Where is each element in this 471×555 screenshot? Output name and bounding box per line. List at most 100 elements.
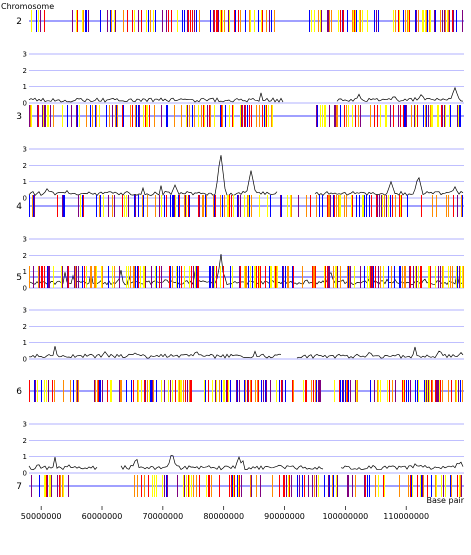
marker-bar: [333, 195, 334, 217]
marker-bar: [164, 195, 165, 217]
marker-bar: [423, 105, 424, 127]
marker-bar: [166, 105, 167, 127]
marker-bar: [240, 266, 241, 288]
marker-bar: [425, 10, 426, 32]
marker-bar: [44, 380, 45, 402]
marker-bar: [161, 266, 162, 288]
marker-bar: [164, 475, 165, 497]
marker-bar: [284, 475, 285, 497]
density-tick-label: 1: [23, 453, 27, 461]
marker-bar: [462, 380, 463, 402]
density-tick-label: 2: [23, 162, 27, 170]
marker-bar: [29, 105, 30, 127]
marker-bar: [347, 10, 348, 32]
marker-bar: [402, 380, 403, 402]
marker-bar: [425, 105, 426, 127]
marker-bar: [348, 266, 349, 288]
marker-bar: [116, 105, 117, 127]
marker-bar: [399, 475, 400, 497]
marker-bar: [359, 195, 360, 217]
density-line: [314, 176, 464, 197]
marker-bar: [327, 10, 328, 32]
marker-bar: [460, 105, 461, 127]
marker-bar: [234, 475, 235, 497]
marker-bar: [306, 380, 307, 402]
marker-bar: [302, 266, 303, 288]
marker-bar: [364, 266, 365, 288]
marker-bar: [40, 10, 41, 32]
marker-bar: [255, 266, 256, 288]
marker-bar: [171, 10, 172, 32]
marker-bar: [445, 475, 446, 497]
marker-bar: [394, 266, 395, 288]
marker-bar: [70, 380, 71, 402]
marker-bar: [430, 266, 431, 288]
marker-bar: [267, 195, 268, 217]
marker-bar: [109, 105, 110, 127]
marker-bar: [329, 266, 330, 288]
marker-bar: [135, 266, 136, 288]
marker-bar: [357, 380, 358, 402]
marker-bar: [339, 195, 340, 217]
marker-bar: [215, 380, 216, 402]
marker-bar: [442, 380, 443, 402]
marker-bar: [91, 266, 92, 288]
marker-bar: [337, 475, 338, 497]
marker-bar: [281, 380, 282, 402]
marker-bar: [108, 195, 109, 217]
marker-bar: [431, 475, 432, 497]
marker-bar: [346, 105, 347, 127]
marker-bar: [370, 266, 371, 288]
marker-bar: [232, 266, 233, 288]
marker-bar: [98, 380, 99, 402]
marker-bar: [327, 266, 328, 288]
marker-bar: [100, 195, 101, 217]
marker-bar: [224, 195, 225, 217]
marker-bar: [148, 475, 149, 497]
marker-bar: [206, 195, 207, 217]
marker-bar: [404, 105, 405, 127]
marker-bar: [238, 475, 239, 497]
marker-bar: [155, 266, 156, 288]
marker-bar: [457, 195, 458, 217]
marker-bar: [460, 380, 461, 402]
marker-bar: [214, 105, 215, 127]
marker-bar: [151, 380, 152, 402]
marker-bar: [333, 266, 334, 288]
marker-bar: [265, 266, 266, 288]
marker-bar: [208, 380, 209, 402]
marker-bar: [304, 475, 305, 497]
marker-bar: [452, 266, 453, 288]
marker-bar: [234, 10, 235, 32]
marker-bar: [254, 10, 255, 32]
marker-bar: [266, 380, 267, 402]
marker-bar: [219, 380, 220, 402]
x-tick-label: 110000000: [383, 512, 429, 521]
marker-bar: [134, 475, 135, 497]
marker-bar: [59, 475, 60, 497]
marker-bar: [352, 195, 353, 217]
marker-bar: [130, 105, 131, 127]
marker-bar: [344, 105, 345, 127]
marker-bar: [162, 10, 163, 32]
marker-bar: [52, 380, 53, 402]
marker-bar: [427, 475, 428, 497]
marker-bar: [172, 195, 173, 217]
marker-bar: [227, 380, 228, 402]
marker-bar: [135, 105, 136, 127]
marker-bar: [30, 105, 31, 127]
marker-bar: [247, 195, 248, 217]
marker-bar: [438, 380, 439, 402]
marker-bar: [154, 475, 155, 497]
marker-bar: [270, 380, 271, 402]
marker-bar: [450, 266, 451, 288]
marker-bar: [438, 105, 439, 127]
marker-bar: [316, 105, 317, 127]
density-line: [340, 461, 464, 471]
marker-bar: [204, 380, 205, 402]
marker-bar: [241, 105, 242, 127]
marker-bar: [152, 380, 153, 402]
marker-bar: [310, 195, 311, 217]
marker-bar: [248, 380, 249, 402]
marker-bar: [444, 10, 445, 32]
